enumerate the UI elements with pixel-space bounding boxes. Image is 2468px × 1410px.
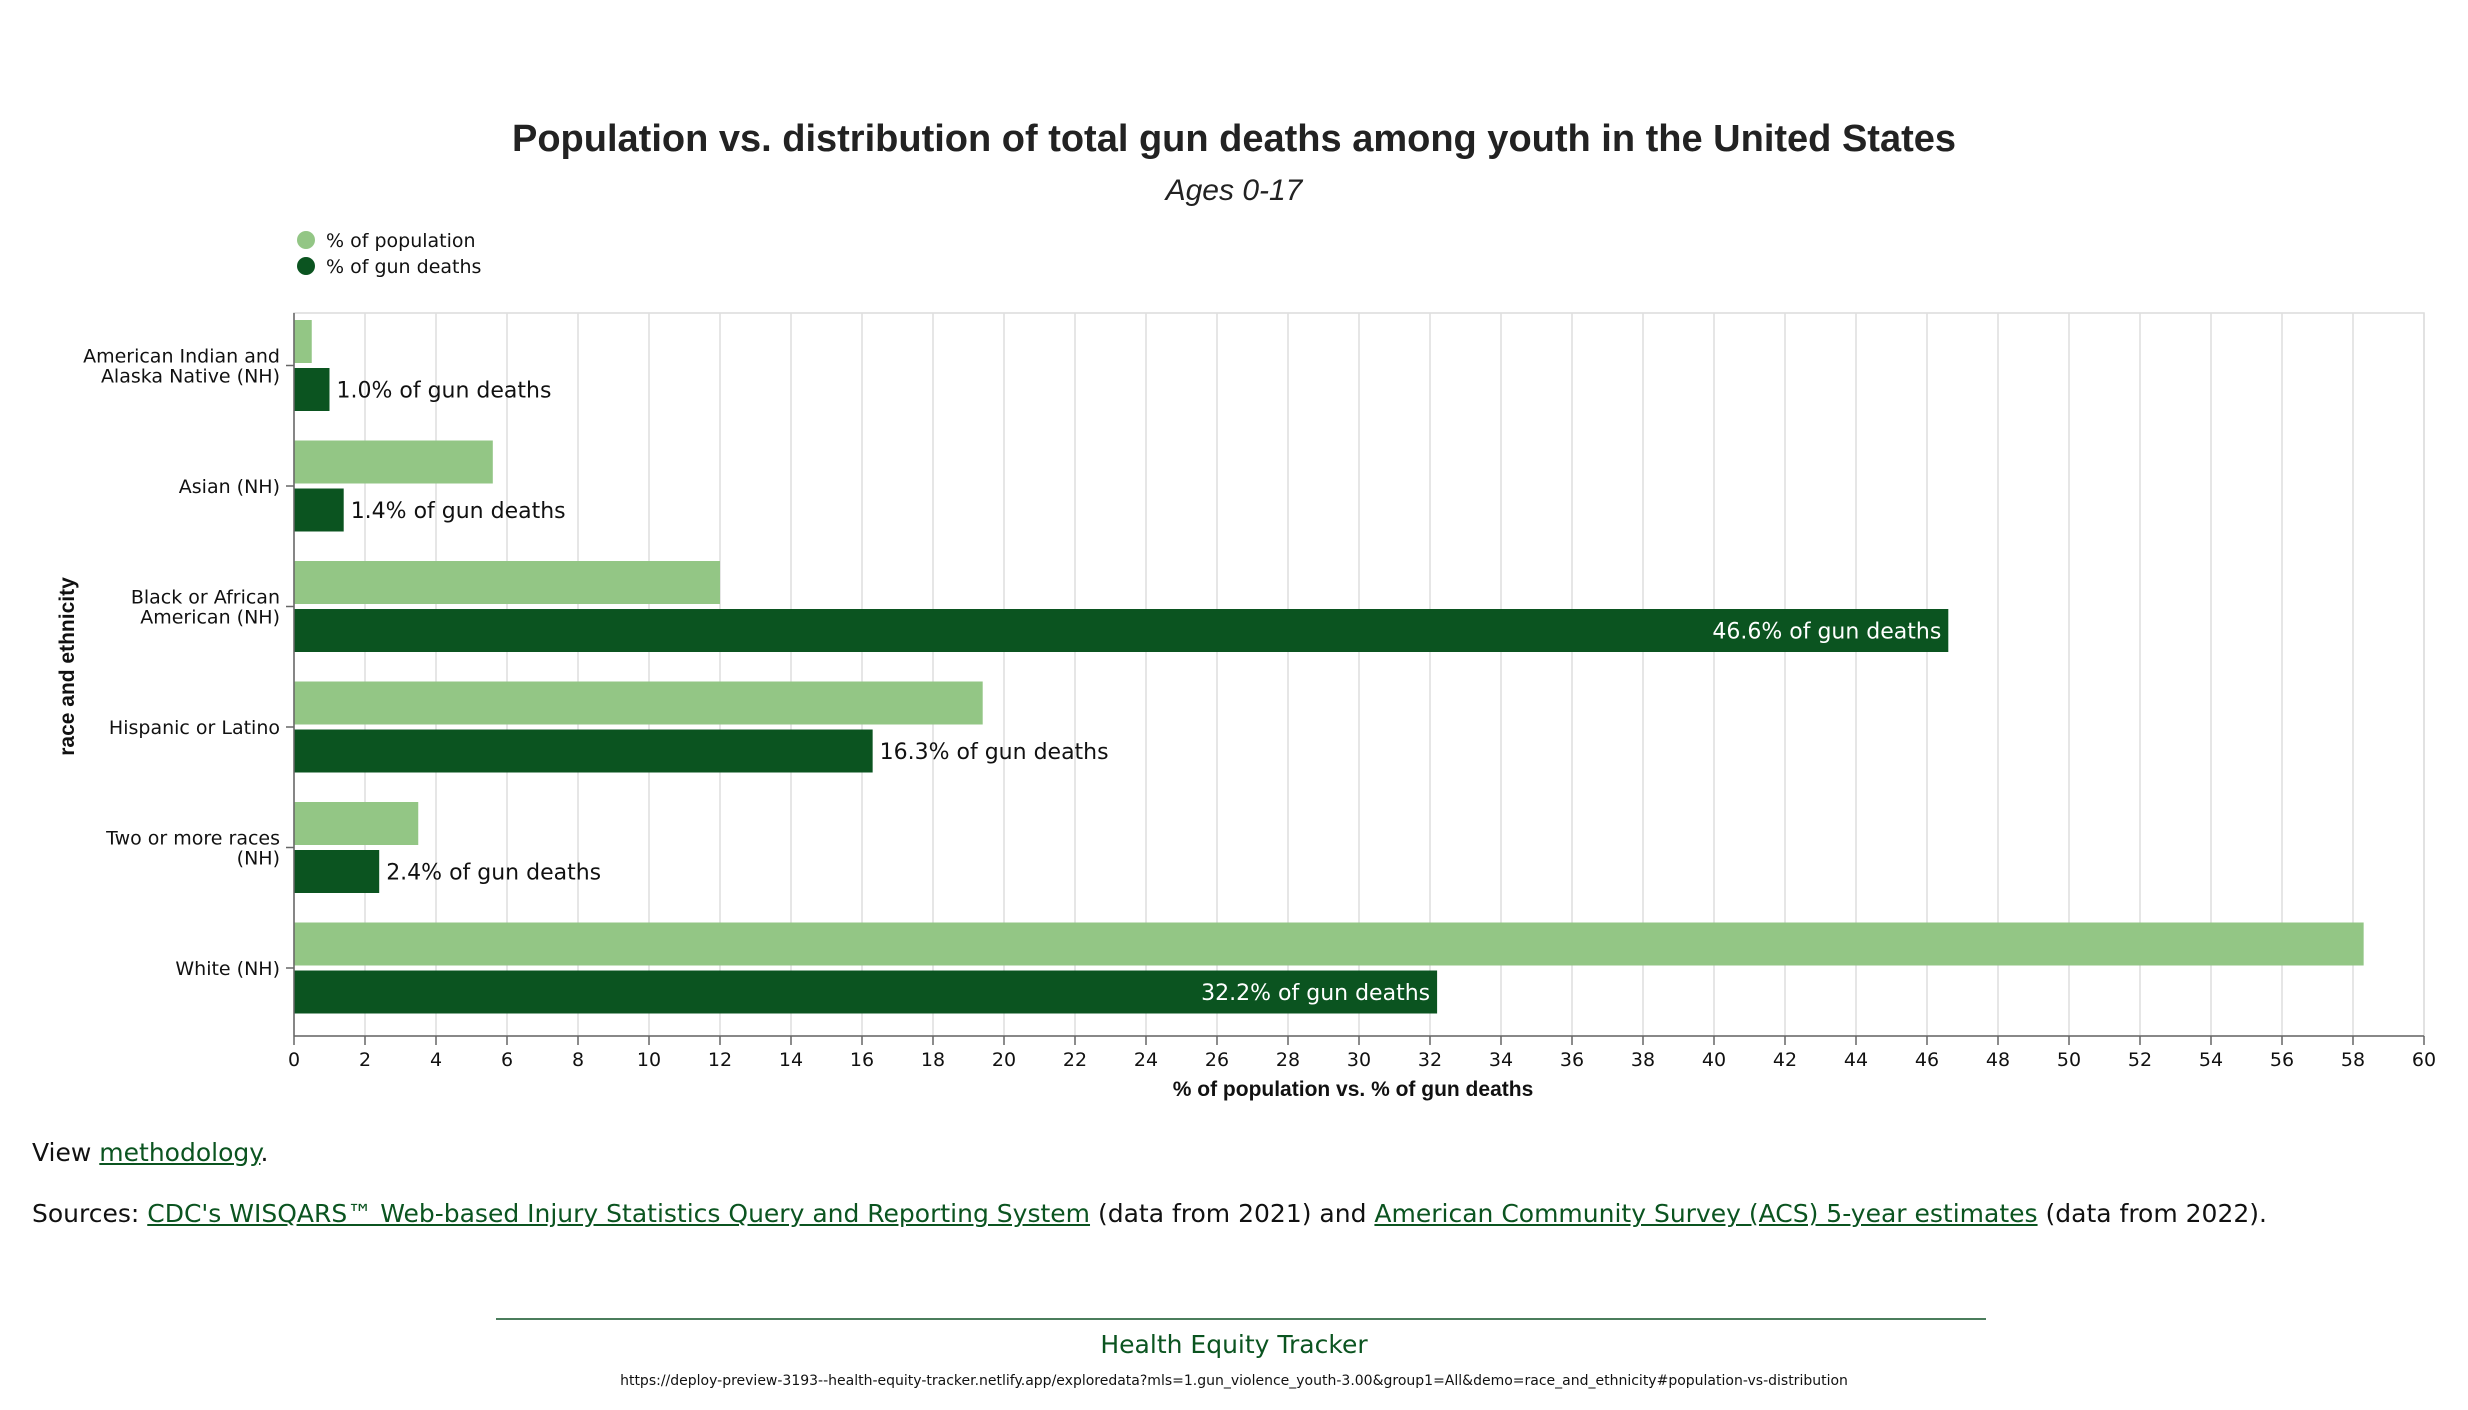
x-tick-label: 30 [1347,1049,1371,1071]
y-category-label: (NH) [237,848,280,870]
y-category-label: White (NH) [175,958,280,980]
y-category-label: American Indian and [83,346,280,368]
gun-deaths-data-label: 2.4% of gun deaths [386,861,601,886]
x-tick-label: 48 [1986,1049,2010,1071]
x-tick-label: 4 [430,1049,442,1071]
population-bar [294,802,419,845]
x-tick-label: 42 [1773,1049,1797,1071]
source-wisqars-link[interactable]: CDC's WISQARS™ Web-based Injury Statisti… [147,1199,1091,1228]
gun-deaths-data-label: 1.0% of gun deaths [337,379,552,404]
x-tick-label: 40 [1702,1049,1726,1071]
x-tick-label: 28 [1276,1049,1300,1071]
gun-deaths-data-label: 32.2% of gun deaths [1201,981,1430,1006]
sources-prefix: Sources: [32,1199,148,1228]
x-axis-title: % of population vs. % of gun deaths [1173,1078,1534,1101]
methodology-prefix: View [32,1138,100,1167]
methodology-suffix: . [260,1138,269,1167]
population-bar [294,440,493,484]
x-tick-label: 50 [2057,1049,2081,1071]
source-acs-link[interactable]: American Community Survey (ACS) 5-year e… [1374,1199,2038,1228]
population-bar [294,922,2364,966]
x-tick-label: 22 [1063,1049,1087,1071]
x-tick-label: 26 [1205,1049,1229,1071]
bar-chart: 0 2 4 6 8 10 12 14 16 18 20 22 24 26 28 30 32 34 36 38 40 42 4… [56,230,2436,1101]
x-tick-label: 12 [708,1049,732,1071]
x-tick-label: 38 [1631,1049,1655,1071]
y-axis-title: race and ethnicity [56,577,79,756]
y-category-label: Hispanic or Latino [109,717,280,739]
gun-deaths-data-label: 1.4% of gun deaths [351,499,566,524]
x-tick-label: 16 [850,1049,874,1071]
methodology-link[interactable]: methodology [99,1138,261,1167]
gun-deaths-bar [294,729,873,773]
source2-suffix: (data from 2022). [2037,1199,2267,1228]
methodology-note: View methodology. [32,1138,268,1167]
x-tick-label: 8 [572,1049,584,1071]
x-tick-label: 58 [2341,1049,2365,1071]
population-bar [294,561,720,604]
footer-divider [496,1318,1986,1320]
gun-deaths-bar [294,850,380,893]
legend-label: % of gun deaths [326,256,481,278]
x-tick-label: 34 [1489,1049,1513,1071]
x-tick-label: 32 [1418,1049,1442,1071]
x-tick-label: 2 [359,1049,371,1071]
x-tick-label: 36 [1560,1049,1584,1071]
chart-title: Population vs. distribution of total gun… [512,118,1956,160]
x-tick-label: 14 [779,1049,803,1071]
y-category-label: Two or more races [105,828,280,850]
x-tick-label: 46 [1915,1049,1939,1071]
population-bar [294,681,983,725]
legend-swatch [297,231,315,249]
x-tick-label: 54 [2199,1049,2223,1071]
y-category-label: Asian (NH) [179,476,280,498]
x-tick-label: 6 [501,1049,513,1071]
source1-suffix: (data from 2021) and [1090,1199,1375,1228]
y-category-label: Alaska Native (NH) [101,366,280,388]
population-bar [294,320,312,363]
footer-url: https://deploy-preview-3193--health-equi… [620,1373,1848,1389]
footer-title: Health Equity Tracker [1100,1330,1368,1359]
x-tick-label: 44 [1844,1049,1868,1071]
y-category-label: Black or African [131,587,280,609]
x-tick-label: 0 [288,1049,300,1071]
chart-subtitle: Ages 0-17 [1165,174,1303,207]
gun-deaths-data-label: 16.3% of gun deaths [880,740,1109,765]
legend-label: % of population [326,230,476,252]
x-tick-label: 10 [637,1049,661,1071]
gun-deaths-bar [294,609,1949,652]
gun-deaths-bar [294,368,330,411]
x-tick-label: 60 [2412,1049,2436,1071]
x-tick-label: 56 [2270,1049,2294,1071]
x-tick-label: 20 [992,1049,1016,1071]
legend-swatch [297,257,315,275]
x-tick-label: 24 [1134,1049,1158,1071]
y-category-label: American (NH) [140,607,280,629]
sources-note: Sources: CDC's WISQARS™ Web-based Injury… [32,1199,2267,1228]
x-tick-label: 18 [921,1049,945,1071]
gun-deaths-data-label: 46.6% of gun deaths [1712,620,1941,645]
gun-deaths-bar [294,970,1438,1014]
x-tick-label: 52 [2128,1049,2152,1071]
gun-deaths-bar [294,488,344,532]
